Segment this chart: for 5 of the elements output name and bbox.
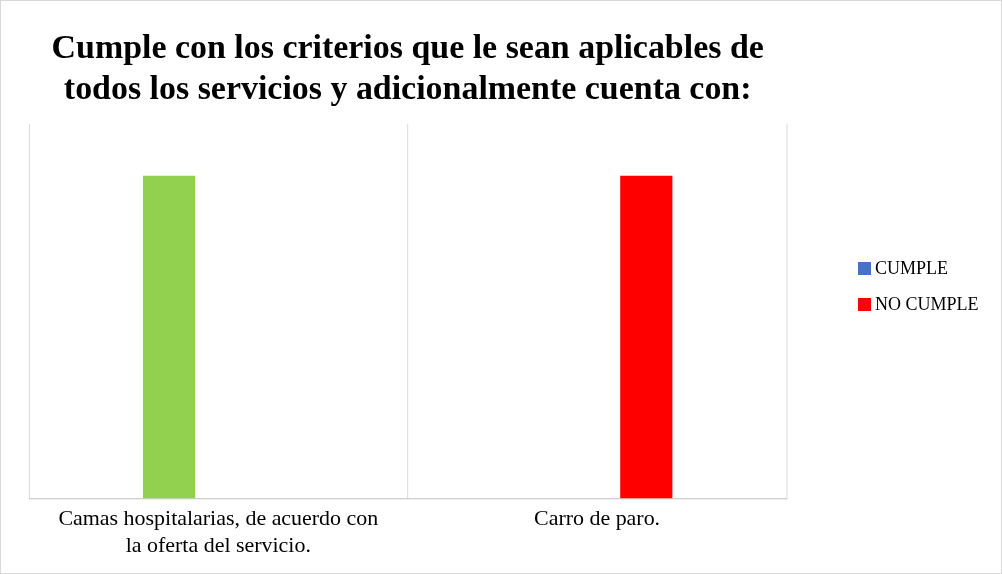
text: CUMPLE [875,257,949,279]
x-tick-label: Carro de paro. [534,505,661,531]
legend-label: NO CUMPLE [875,293,979,315]
x-tick-label: Camas hospitalarias, de acuerdo con la oferta del servicio. [58,505,379,557]
chart-title: Cumple con los criterios que le sean aplicables de todos los servicios y adicionalmente cuenta con: [51,28,764,106]
